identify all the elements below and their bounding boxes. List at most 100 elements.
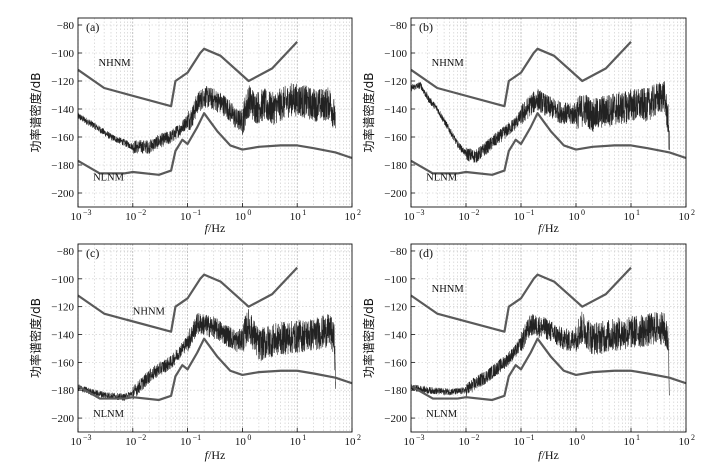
plot-frame <box>410 243 687 433</box>
x-tick-label: 10 <box>345 211 357 223</box>
x-tick-label: 10 <box>125 436 137 448</box>
nlnm-label: NLNM <box>93 409 125 420</box>
nlnm-curve <box>77 112 353 176</box>
x-tick-exp: 2 <box>691 433 695 442</box>
y-axis-label: 功率谱密度/dB <box>28 298 43 378</box>
x-tick-label: 10 <box>345 436 357 448</box>
nlnm-curve <box>410 337 687 402</box>
x-tick-label: 10 <box>290 211 302 223</box>
panel-1: 10 −3 10 −2 10 −1 10 0 10 1 10 2−80−100−120−140−160… <box>361 17 695 235</box>
nhnm-curve <box>410 266 632 333</box>
x-tick-label: 10 <box>404 211 416 223</box>
y-tick-label: −140 <box>384 330 407 342</box>
x-tick-label: 10 <box>235 211 247 223</box>
y-tick-label: −160 <box>51 132 74 144</box>
nhnm-label: NHNM <box>432 284 465 295</box>
y-tick-label: −120 <box>51 302 74 314</box>
panel-3: 10 −3 10 −2 10 −1 10 0 10 1 10 2−80−100−120−140−160… <box>361 243 695 462</box>
x-tick-label: 10 <box>180 436 192 448</box>
x-tick-exp: −2 <box>138 208 147 217</box>
x-axis-label: f/Hz <box>538 221 559 235</box>
y-tick-label: −180 <box>384 385 407 397</box>
y-axis-label: 功率谱密度/dB <box>28 73 43 153</box>
x-tick-exp: −3 <box>83 433 92 442</box>
x-tick-label: 10 <box>569 211 581 223</box>
x-tick-label: 10 <box>624 211 636 223</box>
x-tick-exp: 0 <box>247 208 251 217</box>
panel-0: 10 −3 10 −2 10 −1 10 0 10 1 10 2−80−100−120−140−160… <box>28 17 361 235</box>
y-tick-label: −100 <box>51 274 74 286</box>
panel-2: 10 −3 10 −2 10 −1 10 0 10 1 10 2−80−100−120−140−160… <box>28 243 361 462</box>
x-tick-label: 10 <box>459 436 471 448</box>
plot-frame <box>410 17 687 208</box>
x-tick-label: 10 <box>514 436 526 448</box>
y-tick-label: −180 <box>51 385 74 397</box>
x-tick-label: 10 <box>569 436 581 448</box>
y-tick-label: −120 <box>51 76 74 88</box>
nlnm-label: NLNM <box>426 173 458 184</box>
nhnm-label: NHNM <box>432 58 465 69</box>
x-tick-label: 10 <box>679 211 691 223</box>
x-tick-exp: −3 <box>416 208 425 217</box>
x-tick-label: 10 <box>459 211 471 223</box>
x-tick-exp: 1 <box>302 433 306 442</box>
y-tick-label: −140 <box>51 104 74 116</box>
x-tick-exp: 2 <box>357 433 361 442</box>
x-tick-exp: −2 <box>138 433 147 442</box>
x-tick-exp: 2 <box>357 208 361 217</box>
psd-trace <box>77 309 336 401</box>
x-tick-exp: 0 <box>247 433 251 442</box>
y-tick-label: −80 <box>390 20 408 32</box>
nhnm-curve <box>410 41 632 108</box>
y-tick-label: −80 <box>57 246 75 258</box>
y-tick-label: −180 <box>384 160 407 172</box>
x-axis-label: f/Hz <box>205 221 226 235</box>
x-axis-label: f/Hz <box>538 448 559 462</box>
x-tick-exp: 1 <box>636 433 640 442</box>
x-tick-exp: 1 <box>636 208 640 217</box>
y-tick-label: −200 <box>51 413 74 425</box>
psd-trace <box>77 83 336 154</box>
panel-label: (c) <box>86 246 99 260</box>
x-tick-label: 10 <box>71 436 83 448</box>
x-tick-label: 10 <box>235 436 247 448</box>
y-tick-label: −140 <box>51 330 74 342</box>
y-tick-label: −200 <box>51 188 74 200</box>
nhnm-label: NHNM <box>133 307 166 318</box>
y-tick-label: −100 <box>384 48 407 60</box>
y-tick-label: −160 <box>384 132 407 144</box>
y-tick-label: −140 <box>384 104 407 116</box>
x-tick-exp: −1 <box>526 433 535 442</box>
nhnm-curve <box>77 266 298 333</box>
x-tick-exp: −1 <box>193 208 202 217</box>
y-tick-label: −100 <box>384 274 407 286</box>
x-tick-exp: −2 <box>471 208 480 217</box>
y-tick-label: −120 <box>384 302 407 314</box>
x-tick-exp: 2 <box>691 208 695 217</box>
x-tick-exp: −1 <box>193 433 202 442</box>
plot-frame <box>77 243 353 433</box>
nhnm-curve <box>77 41 299 108</box>
panel-label: (d) <box>419 246 433 260</box>
y-tick-label: −100 <box>51 48 74 60</box>
x-tick-label: 10 <box>624 436 636 448</box>
x-tick-label: 10 <box>679 436 691 448</box>
y-tick-label: −180 <box>51 160 74 172</box>
y-tick-label: −80 <box>57 20 75 32</box>
y-axis-label: 功率谱密度/dB <box>361 298 376 378</box>
x-tick-label: 10 <box>514 211 526 223</box>
y-tick-label: −160 <box>384 357 407 369</box>
y-axis-label: 功率谱密度/dB <box>361 73 376 153</box>
plot-frame <box>77 17 353 208</box>
x-tick-exp: 0 <box>581 433 585 442</box>
y-tick-label: −160 <box>51 357 74 369</box>
x-tick-exp: −2 <box>471 433 480 442</box>
x-tick-label: 10 <box>125 211 137 223</box>
x-tick-label: 10 <box>71 211 83 223</box>
nlnm-curve <box>410 112 687 176</box>
panel-label: (a) <box>86 20 99 34</box>
x-tick-label: 10 <box>290 436 302 448</box>
nlnm-label: NLNM <box>426 409 458 420</box>
nhnm-label: NHNM <box>99 58 132 69</box>
